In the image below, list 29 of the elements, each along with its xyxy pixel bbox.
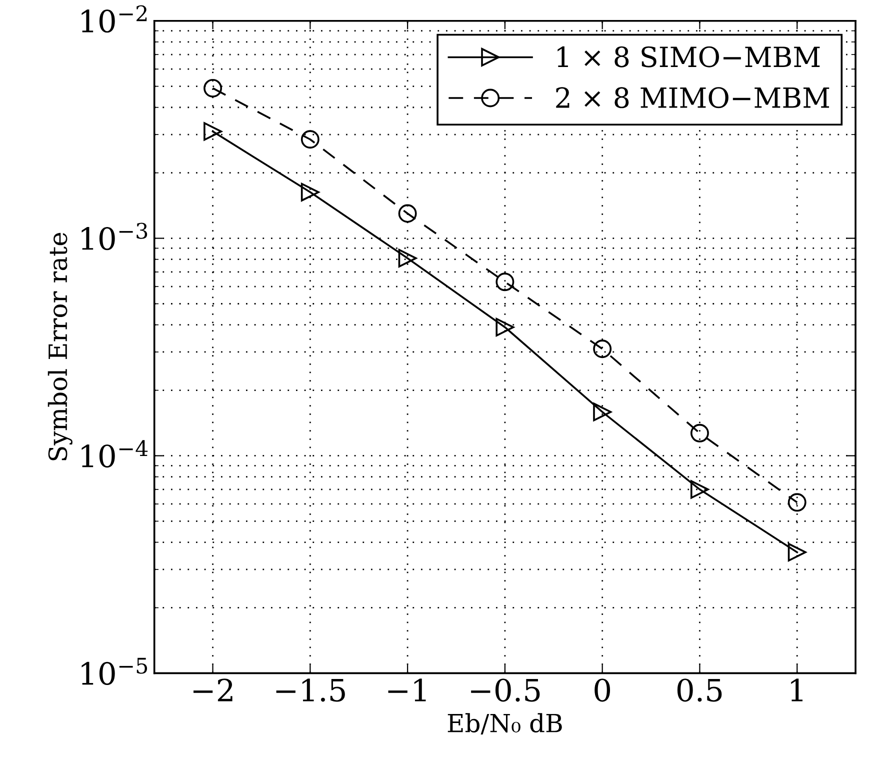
x-tick-label: −0.5 xyxy=(471,678,540,702)
point xyxy=(204,122,222,141)
x-tick-label: 0 xyxy=(594,678,610,702)
x-tick-label: 0.5 xyxy=(677,678,722,702)
y-tick-label: 10$^{−5}$ xyxy=(82,658,148,686)
point xyxy=(690,424,709,442)
x-axis-title: Eb/N₀ dB xyxy=(448,713,562,734)
legend-label: 2 × 8 MIMO−MBM xyxy=(556,87,830,108)
legend-label: 1 × 8 SIMO−MBM xyxy=(558,46,820,68)
point xyxy=(788,493,806,512)
x-tick-label: −2 xyxy=(193,678,232,702)
point xyxy=(398,248,417,268)
y-tick-label: 10$^{−4}$ xyxy=(82,440,148,468)
point xyxy=(593,340,612,358)
point xyxy=(300,130,320,149)
point xyxy=(496,318,514,336)
y-tick-label: 10$^{−2}$ xyxy=(82,5,147,33)
point xyxy=(593,402,612,422)
x-tick-label: 1 xyxy=(791,678,802,702)
y-tick-label: 10$^{−3}$ xyxy=(82,222,148,250)
point xyxy=(300,182,320,202)
x-tick-label: −1.5 xyxy=(276,678,345,702)
point xyxy=(690,480,709,499)
point xyxy=(496,272,514,292)
x-tick-label: −1 xyxy=(388,678,426,702)
point xyxy=(204,78,222,98)
y-axis-title: Symbol Error rate xyxy=(48,232,72,460)
point xyxy=(788,542,806,562)
point xyxy=(398,204,417,223)
